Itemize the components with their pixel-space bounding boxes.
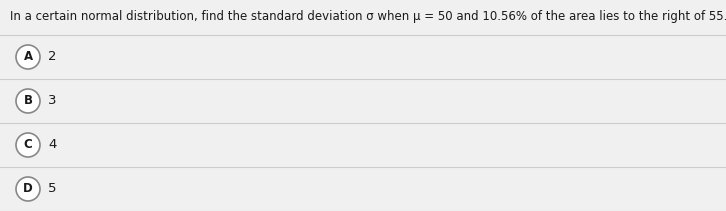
Text: B: B	[23, 95, 33, 107]
FancyBboxPatch shape	[0, 35, 726, 79]
Circle shape	[16, 177, 40, 201]
FancyBboxPatch shape	[0, 79, 726, 123]
Text: 2: 2	[48, 50, 57, 64]
Text: 4: 4	[48, 138, 57, 151]
Circle shape	[16, 89, 40, 113]
Text: 3: 3	[48, 95, 57, 107]
Text: C: C	[24, 138, 33, 151]
Text: In a certain normal distribution, find the standard deviation σ when μ = 50 and : In a certain normal distribution, find t…	[10, 10, 726, 23]
FancyBboxPatch shape	[0, 123, 726, 167]
Text: 5: 5	[48, 183, 57, 196]
FancyBboxPatch shape	[0, 167, 726, 211]
Text: A: A	[23, 50, 33, 64]
Circle shape	[16, 133, 40, 157]
Text: D: D	[23, 183, 33, 196]
Circle shape	[16, 45, 40, 69]
